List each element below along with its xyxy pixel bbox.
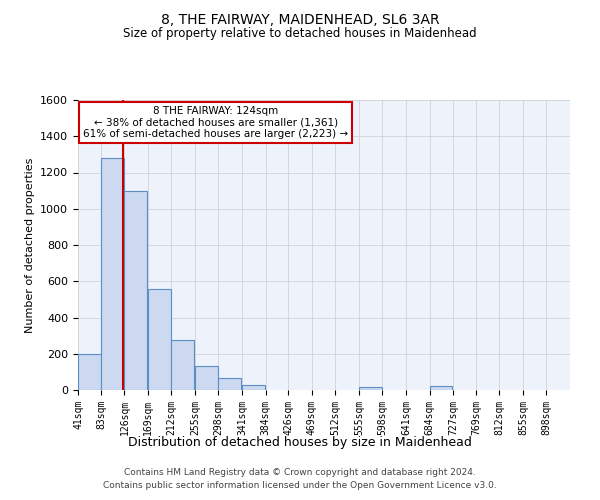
Bar bbox=[172, 340, 194, 390]
Y-axis label: Number of detached properties: Number of detached properties bbox=[25, 158, 35, 332]
Bar bbox=[242, 384, 265, 390]
Bar bbox=[430, 386, 452, 390]
Text: Distribution of detached houses by size in Maidenhead: Distribution of detached houses by size … bbox=[128, 436, 472, 449]
Bar bbox=[195, 366, 218, 390]
Text: 8 THE FAIRWAY: 124sqm
← 38% of detached houses are smaller (1,361)
61% of semi-d: 8 THE FAIRWAY: 124sqm ← 38% of detached … bbox=[83, 106, 349, 139]
Bar bbox=[359, 388, 382, 390]
Bar bbox=[148, 290, 170, 390]
Text: 8, THE FAIRWAY, MAIDENHEAD, SL6 3AR: 8, THE FAIRWAY, MAIDENHEAD, SL6 3AR bbox=[161, 12, 439, 26]
Text: Contains public sector information licensed under the Open Government Licence v3: Contains public sector information licen… bbox=[103, 480, 497, 490]
Bar bbox=[218, 378, 241, 390]
Text: Size of property relative to detached houses in Maidenhead: Size of property relative to detached ho… bbox=[123, 28, 477, 40]
Bar bbox=[78, 354, 101, 390]
Text: Contains HM Land Registry data © Crown copyright and database right 2024.: Contains HM Land Registry data © Crown c… bbox=[124, 468, 476, 477]
Bar bbox=[101, 158, 124, 390]
Bar bbox=[124, 190, 147, 390]
